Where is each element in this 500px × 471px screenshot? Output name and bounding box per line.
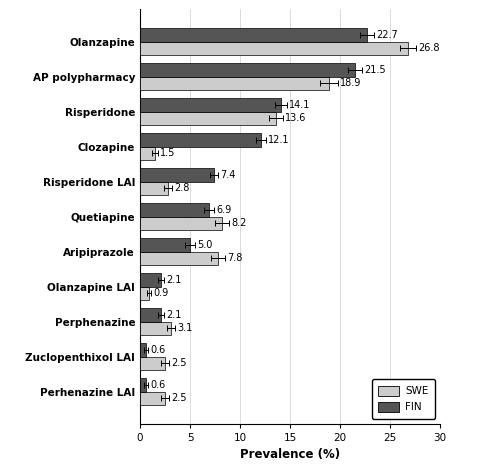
Text: 18.9: 18.9	[340, 78, 361, 88]
Text: 1.5: 1.5	[160, 148, 176, 158]
Bar	[140, 203, 209, 217]
Bar	[140, 287, 149, 300]
Bar	[140, 273, 161, 287]
Text: 6.9: 6.9	[216, 205, 231, 215]
Bar	[140, 252, 218, 265]
Bar	[140, 343, 146, 357]
Text: 8.2: 8.2	[231, 219, 246, 228]
Bar	[140, 217, 222, 230]
Bar	[140, 378, 146, 392]
Bar	[140, 41, 408, 55]
Text: 0.6: 0.6	[150, 380, 165, 390]
Text: 0.6: 0.6	[150, 345, 165, 355]
Text: 2.1: 2.1	[166, 310, 182, 320]
Bar	[140, 63, 355, 77]
Text: 12.1: 12.1	[268, 135, 289, 145]
Legend: SWE, FIN: SWE, FIN	[372, 379, 435, 419]
Bar	[140, 133, 261, 146]
Text: 3.1: 3.1	[177, 324, 192, 333]
Text: 13.6: 13.6	[285, 113, 306, 123]
Text: 0.9: 0.9	[153, 288, 168, 298]
Bar	[140, 168, 214, 182]
Text: 2.5: 2.5	[171, 393, 186, 403]
Text: 7.8: 7.8	[227, 253, 242, 263]
X-axis label: Prevalence (%): Prevalence (%)	[240, 448, 340, 462]
Bar	[140, 182, 168, 195]
Text: 5.0: 5.0	[197, 240, 212, 250]
Bar	[140, 357, 165, 370]
Text: 26.8: 26.8	[418, 43, 440, 53]
Bar	[140, 238, 190, 252]
Text: 21.5: 21.5	[364, 65, 386, 75]
Bar	[140, 77, 329, 90]
Text: 2.5: 2.5	[171, 358, 186, 368]
Bar	[140, 98, 281, 112]
Text: 2.1: 2.1	[166, 275, 182, 285]
Bar	[140, 112, 276, 125]
Bar	[140, 309, 161, 322]
Text: 22.7: 22.7	[376, 30, 398, 40]
Bar	[140, 322, 171, 335]
Text: 2.8: 2.8	[174, 183, 190, 193]
Bar	[140, 28, 367, 41]
Text: 14.1: 14.1	[289, 100, 310, 110]
Bar	[140, 146, 155, 160]
Bar	[140, 392, 165, 405]
Text: 7.4: 7.4	[220, 170, 236, 180]
